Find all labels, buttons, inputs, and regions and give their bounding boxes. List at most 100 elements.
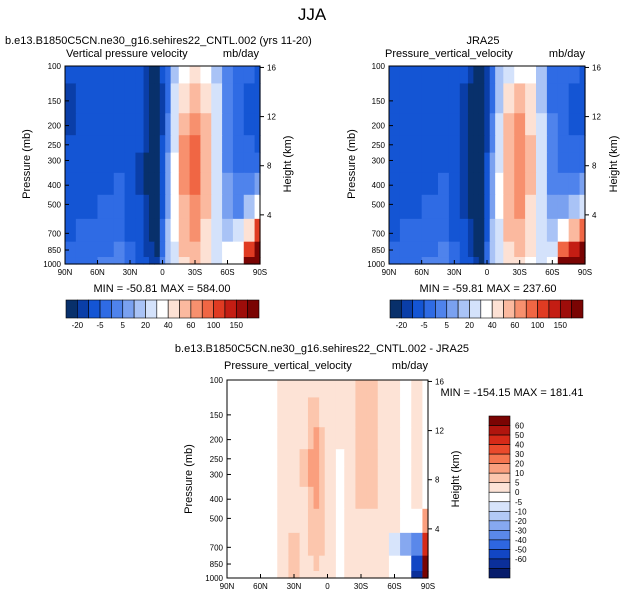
heatmap-cell xyxy=(154,194,161,220)
heatmap-cell xyxy=(170,218,180,243)
heatmap-cell xyxy=(288,555,301,572)
heatmap-cell xyxy=(448,152,461,174)
heatmap-cell xyxy=(238,380,262,399)
heatmap-cell xyxy=(170,241,180,258)
colorbar-label: 50 xyxy=(515,431,524,440)
heatmap-cell xyxy=(319,427,326,450)
heatmap-cell xyxy=(422,486,429,510)
heatmap-cell xyxy=(299,397,309,428)
heatmap-cell xyxy=(113,194,126,220)
heatmap-cell xyxy=(330,380,337,399)
heatmap-cell xyxy=(467,152,474,174)
y-tick-label: 500 xyxy=(372,200,386,209)
heatmap-cell xyxy=(313,466,320,488)
heatmap-cell xyxy=(124,83,137,114)
heatmap-cell xyxy=(400,532,412,557)
y-tick-label: 700 xyxy=(48,229,62,238)
panel-ylabel: Pressure (mb) xyxy=(183,444,195,514)
y-tick-label: 200 xyxy=(372,122,386,131)
heatmap-cell xyxy=(113,113,126,136)
heatmap-cell xyxy=(473,135,480,154)
heatmap-cell xyxy=(344,486,357,510)
heatmap-cell xyxy=(568,218,581,243)
heatmap-cell xyxy=(330,571,337,579)
colorbar-box xyxy=(122,299,135,319)
heatmap-cell xyxy=(254,194,261,220)
heatmap-cell xyxy=(399,152,423,174)
heatmap-cell xyxy=(232,257,245,265)
heatmap-cell xyxy=(514,113,526,136)
x-tick-label: 90N xyxy=(382,268,397,277)
y-tick-label: 400 xyxy=(48,181,62,190)
x-tick-label: 30N xyxy=(447,268,462,277)
heatmap-cell xyxy=(525,113,537,136)
heatmap-cell xyxy=(448,172,461,196)
heatmap-cell xyxy=(170,113,180,136)
heatmap-cell xyxy=(489,135,496,154)
heatmap-cell xyxy=(135,257,145,265)
colorbar-box xyxy=(488,568,511,579)
heatmap-cell xyxy=(288,532,301,557)
heatmap-plot: 90N 60N 30N 0 30S 60S 90S 100 150 200 250 300 400 500… xyxy=(43,62,276,277)
colorbar-box xyxy=(423,299,436,319)
heatmap-cell xyxy=(366,449,379,468)
heatmap-cell xyxy=(388,555,401,572)
heatmap-cell xyxy=(389,113,401,136)
heatmap-cell xyxy=(489,257,496,265)
heatmap-cell xyxy=(335,508,345,534)
heatmap-cell xyxy=(355,449,368,468)
heatmap-cell xyxy=(377,555,390,572)
heatmap-cell xyxy=(568,66,581,85)
heatmap-cell xyxy=(421,257,439,265)
y2-tick-label: 12 xyxy=(435,427,444,436)
y-tick-label: 850 xyxy=(372,246,386,255)
heatmap-cell xyxy=(232,194,245,220)
colorbar-box xyxy=(488,472,511,484)
heatmap-cell xyxy=(65,218,77,243)
heatmap-cell xyxy=(344,466,357,488)
heatmap-cell xyxy=(165,172,172,196)
colorbar-box xyxy=(491,299,504,319)
heatmap-cell xyxy=(546,152,559,174)
heatmap-cell xyxy=(400,486,412,510)
heatmap-cell xyxy=(200,218,212,243)
y-tick-label: 1000 xyxy=(367,260,385,269)
heatmap-cell xyxy=(135,83,145,114)
heatmap-cell xyxy=(227,427,239,450)
heatmap-cell xyxy=(288,397,301,428)
heatmap-cell xyxy=(232,241,245,258)
heatmap-cell xyxy=(400,427,412,450)
heatmap-cell xyxy=(178,241,191,258)
heatmap-cell xyxy=(324,486,331,510)
heatmap-cell xyxy=(525,218,537,243)
heatmap-cell xyxy=(319,486,326,510)
heatmap-cell xyxy=(557,83,570,114)
y2-tick-label: 12 xyxy=(267,113,276,122)
y-tick-label: 500 xyxy=(48,200,62,209)
heatmap-cell xyxy=(467,135,474,154)
heatmap-cell xyxy=(124,241,137,258)
heatmap-cell xyxy=(154,152,161,174)
heatmap-cell xyxy=(170,172,180,196)
heatmap-cell xyxy=(473,241,480,258)
heatmap-cell xyxy=(178,194,191,220)
heatmap-cell xyxy=(459,113,469,136)
y-tick-label: 250 xyxy=(372,141,386,150)
heatmap-cell xyxy=(422,571,429,579)
colorbar-label: 60 xyxy=(510,321,519,330)
colorbar-box xyxy=(235,299,248,319)
colorbar-label: 150 xyxy=(230,321,244,330)
heatmap-cell xyxy=(478,135,485,154)
heatmap-cell xyxy=(227,397,239,428)
heatmap-cell xyxy=(243,218,256,243)
heatmap-cell xyxy=(97,135,115,154)
heatmap-cell xyxy=(319,555,326,572)
heatmap-cell xyxy=(448,113,461,136)
heatmap-cell xyxy=(113,257,126,265)
heatmap-cell xyxy=(113,66,126,85)
heatmap-cell xyxy=(238,532,262,557)
colorbar-label: -50 xyxy=(515,545,527,554)
colorbar-box xyxy=(488,482,511,493)
x-tick-label: 60N xyxy=(90,268,105,277)
heatmap-cell xyxy=(536,113,548,136)
